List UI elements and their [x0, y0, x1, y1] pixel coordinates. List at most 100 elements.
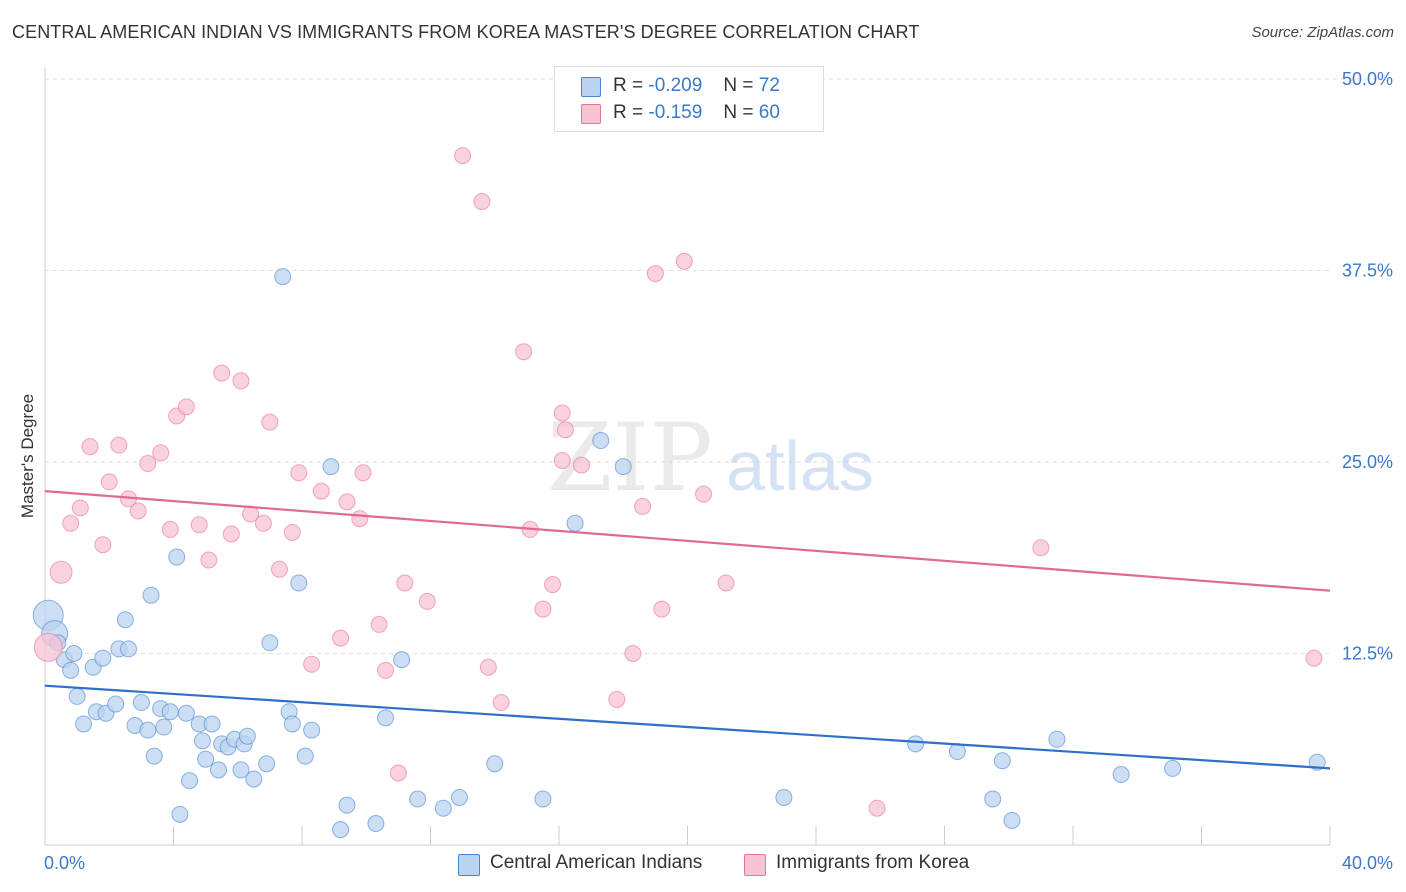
data-point-immigrants-from-korea — [396, 574, 414, 592]
data-point-immigrants-from-korea — [222, 525, 240, 543]
data-point-immigrants-from-korea — [479, 658, 497, 676]
data-point-central-american-indians — [177, 704, 195, 722]
data-point-immigrants-from-korea — [1032, 539, 1050, 557]
legend-n-label-pink: N = — [723, 102, 754, 123]
data-point-immigrants-from-korea — [1305, 649, 1323, 667]
data-point-central-american-indians — [142, 586, 160, 604]
data-point-immigrants-from-korea — [232, 372, 250, 390]
legend-n-value-blue: 72 — [758, 75, 780, 96]
legend-n-label-blue: N = — [723, 75, 754, 96]
legend-r-value-pink: -0.159 — [648, 102, 703, 123]
data-point-immigrants-from-korea — [544, 576, 562, 594]
data-point-immigrants-from-korea — [351, 510, 369, 528]
data-point-immigrants-from-korea — [634, 497, 652, 515]
y-tick-label: 25.0% — [1342, 452, 1393, 472]
y-axis-label: Master's Degree — [18, 393, 37, 519]
legend-r-value-blue: -0.209 — [648, 75, 703, 96]
data-point-central-american-indians — [592, 432, 610, 450]
legend-text-blue: R = -0.209 N = 72 — [613, 75, 780, 97]
data-point-immigrants-from-korea — [377, 661, 395, 679]
data-point-central-american-indians — [261, 634, 279, 652]
legend-text-pink: R = -0.159 N = 60 — [613, 102, 780, 124]
data-point-immigrants-from-korea — [553, 404, 571, 422]
data-point-central-american-indians — [274, 268, 292, 286]
data-point-immigrants-from-korea — [534, 600, 552, 618]
data-point-central-american-indians — [907, 735, 925, 753]
trend-lines — [44, 490, 1331, 770]
y-tick-label: 50.0% — [1342, 69, 1393, 89]
data-point-immigrants-from-korea — [624, 645, 642, 662]
data-point-central-american-indians — [566, 514, 584, 532]
data-point-central-american-indians — [450, 789, 468, 807]
data-point-central-american-indians — [409, 790, 427, 808]
series-immigrants-from-korea — [33, 147, 1323, 817]
data-point-central-american-indians — [203, 715, 221, 733]
data-point-central-american-indians — [161, 703, 179, 721]
data-point-immigrants-from-korea — [261, 413, 279, 431]
data-point-immigrants-from-korea — [312, 482, 330, 500]
data-point-immigrants-from-korea — [129, 502, 147, 520]
x-tick-label-min: 0.0% — [44, 853, 85, 873]
data-point-central-american-indians — [367, 815, 385, 833]
data-point-central-american-indians — [993, 752, 1011, 770]
data-point-immigrants-from-korea — [283, 523, 301, 541]
trend-line-central-american-indians — [44, 684, 1331, 770]
data-point-immigrants-from-korea — [572, 456, 590, 474]
data-point-immigrants-from-korea — [139, 455, 157, 473]
data-point-immigrants-from-korea — [370, 615, 388, 633]
legend-swatch-pink — [581, 104, 601, 124]
data-point-immigrants-from-korea — [695, 485, 713, 503]
data-point-immigrants-from-korea — [100, 473, 118, 491]
data-point-central-american-indians — [132, 694, 150, 712]
data-point-central-american-indians — [94, 649, 112, 667]
data-point-central-american-indians — [332, 821, 350, 839]
data-point-central-american-indians — [775, 789, 793, 807]
data-point-immigrants-from-korea — [271, 560, 289, 578]
data-point-central-american-indians — [258, 755, 276, 773]
data-point-central-american-indians — [65, 645, 83, 662]
data-point-central-american-indians — [116, 611, 134, 629]
data-point-immigrants-from-korea — [177, 398, 195, 416]
data-point-central-american-indians — [245, 770, 263, 788]
data-point-central-american-indians — [290, 574, 308, 592]
data-point-immigrants-from-korea — [71, 499, 89, 517]
data-point-central-american-indians — [120, 640, 138, 658]
data-point-central-american-indians — [984, 790, 1002, 808]
data-point-immigrants-from-korea — [354, 464, 372, 482]
data-point-central-american-indians — [296, 747, 314, 765]
bottom-legend-label-blue: Central American Indians — [490, 852, 703, 873]
data-point-central-american-indians — [1164, 759, 1182, 777]
trend-line-immigrants-from-korea — [44, 490, 1331, 592]
data-point-central-american-indians — [75, 715, 93, 733]
data-point-central-american-indians — [486, 755, 504, 773]
legend-r-label-pink: R = — [613, 102, 644, 123]
data-point-central-american-indians — [948, 743, 966, 761]
data-point-central-american-indians — [181, 772, 199, 790]
data-point-immigrants-from-korea — [338, 493, 356, 511]
data-point-immigrants-from-korea — [49, 560, 73, 584]
data-point-central-american-indians — [193, 732, 211, 750]
data-point-central-american-indians — [1112, 766, 1130, 784]
data-point-central-american-indians — [1003, 811, 1021, 829]
data-point-immigrants-from-korea — [646, 265, 664, 283]
watermark-atlas: atlas — [726, 427, 874, 505]
data-point-immigrants-from-korea — [418, 592, 436, 610]
grid-layer — [45, 78, 1392, 654]
data-point-immigrants-from-korea — [161, 520, 179, 538]
data-point-central-american-indians — [393, 651, 411, 669]
legend-n-value-pink: 60 — [758, 102, 780, 123]
data-point-central-american-indians — [168, 548, 186, 566]
data-point-immigrants-from-korea — [492, 694, 510, 712]
data-point-central-american-indians — [338, 796, 356, 814]
data-point-immigrants-from-korea — [152, 444, 170, 462]
chart-title: CENTRAL AMERICAN INDIAN VS IMMIGRANTS FR… — [12, 22, 920, 42]
data-point-immigrants-from-korea — [608, 690, 626, 708]
bottom-legend-swatch-pink — [744, 854, 766, 876]
watermark-zip: ZIP — [547, 404, 713, 513]
legend-r-label-blue: R = — [613, 75, 644, 96]
data-point-central-american-indians — [614, 458, 632, 476]
data-point-immigrants-from-korea — [473, 193, 491, 211]
data-point-immigrants-from-korea — [94, 536, 112, 554]
data-point-immigrants-from-korea — [254, 514, 272, 532]
